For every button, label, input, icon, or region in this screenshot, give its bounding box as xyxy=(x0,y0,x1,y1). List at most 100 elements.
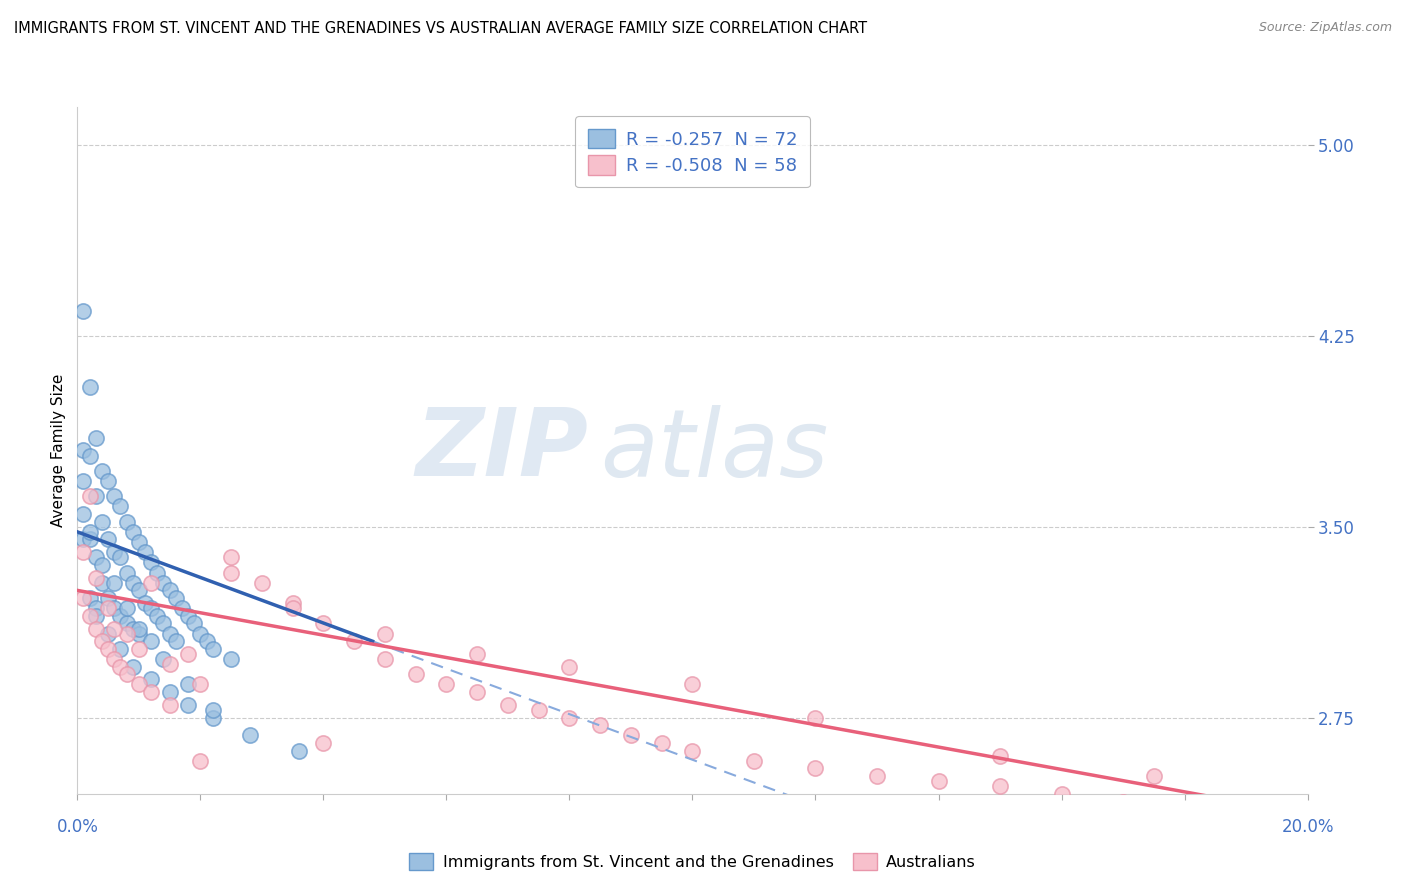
Point xyxy=(128,535,150,549)
Point xyxy=(141,601,163,615)
Point xyxy=(1050,787,1073,801)
Point xyxy=(1112,795,1135,809)
Point xyxy=(84,550,107,565)
Point xyxy=(988,748,1011,763)
Point xyxy=(72,545,94,559)
Point xyxy=(115,601,138,615)
Point xyxy=(159,626,181,640)
Point xyxy=(159,657,181,672)
Point xyxy=(201,703,224,717)
Point xyxy=(72,474,94,488)
Point xyxy=(121,659,143,673)
Point xyxy=(72,533,94,547)
Point xyxy=(141,685,163,699)
Point xyxy=(110,608,132,623)
Point xyxy=(72,591,94,605)
Point xyxy=(146,608,169,623)
Point xyxy=(97,601,120,615)
Point xyxy=(374,626,396,640)
Point xyxy=(219,566,242,580)
Point xyxy=(97,641,120,656)
Point xyxy=(177,608,200,623)
Point xyxy=(558,659,581,673)
Point xyxy=(97,474,120,488)
Point xyxy=(1174,799,1197,814)
Text: 20.0%: 20.0% xyxy=(1281,818,1334,836)
Point xyxy=(103,601,125,615)
Point xyxy=(527,703,550,717)
Point xyxy=(866,769,889,783)
Point xyxy=(312,736,335,750)
Point xyxy=(141,673,163,687)
Point xyxy=(288,744,311,758)
Point xyxy=(405,667,427,681)
Text: Source: ZipAtlas.com: Source: ZipAtlas.com xyxy=(1258,21,1392,34)
Point xyxy=(682,744,704,758)
Point xyxy=(134,596,156,610)
Point xyxy=(115,515,138,529)
Point xyxy=(97,591,120,605)
Point xyxy=(177,698,200,712)
Text: atlas: atlas xyxy=(600,405,828,496)
Point xyxy=(84,431,107,445)
Point xyxy=(110,659,132,673)
Point xyxy=(1143,769,1166,783)
Point xyxy=(103,545,125,559)
Point xyxy=(928,774,950,789)
Point xyxy=(152,616,174,631)
Point xyxy=(159,685,181,699)
Point xyxy=(465,647,488,661)
Point xyxy=(141,634,163,648)
Point xyxy=(281,596,304,610)
Point xyxy=(465,685,488,699)
Point xyxy=(115,566,138,580)
Point xyxy=(134,545,156,559)
Point xyxy=(72,507,94,521)
Point xyxy=(152,575,174,590)
Point xyxy=(374,652,396,666)
Point xyxy=(128,626,150,640)
Point xyxy=(128,583,150,598)
Point xyxy=(90,515,114,529)
Point xyxy=(159,698,181,712)
Point xyxy=(804,710,827,724)
Point xyxy=(239,728,262,742)
Point xyxy=(165,591,187,605)
Point xyxy=(103,575,125,590)
Point xyxy=(121,622,143,636)
Point xyxy=(72,303,94,318)
Point xyxy=(103,652,125,666)
Point xyxy=(90,634,114,648)
Point xyxy=(103,489,125,503)
Point xyxy=(84,601,107,615)
Point xyxy=(84,608,107,623)
Point xyxy=(312,616,335,631)
Point xyxy=(115,667,138,681)
Point xyxy=(115,616,138,631)
Point xyxy=(558,710,581,724)
Point xyxy=(1234,805,1257,819)
Point xyxy=(90,464,114,478)
Point xyxy=(141,555,163,569)
Point xyxy=(110,641,132,656)
Point xyxy=(84,571,107,585)
Point xyxy=(219,550,242,565)
Point xyxy=(436,677,458,691)
Point xyxy=(146,566,169,580)
Legend: Immigrants from St. Vincent and the Grenadines, Australians: Immigrants from St. Vincent and the Gren… xyxy=(402,847,983,877)
Point xyxy=(121,524,143,539)
Point xyxy=(188,754,212,768)
Point xyxy=(79,533,101,547)
Point xyxy=(620,728,643,742)
Point xyxy=(110,500,132,514)
Point xyxy=(195,634,218,648)
Point xyxy=(165,634,187,648)
Point xyxy=(177,647,200,661)
Point xyxy=(115,626,138,640)
Point xyxy=(110,550,132,565)
Point xyxy=(170,601,193,615)
Text: IMMIGRANTS FROM ST. VINCENT AND THE GRENADINES VS AUSTRALIAN AVERAGE FAMILY SIZE: IMMIGRANTS FROM ST. VINCENT AND THE GREN… xyxy=(14,21,868,36)
Point xyxy=(159,583,181,598)
Point xyxy=(250,575,273,590)
Point xyxy=(201,710,224,724)
